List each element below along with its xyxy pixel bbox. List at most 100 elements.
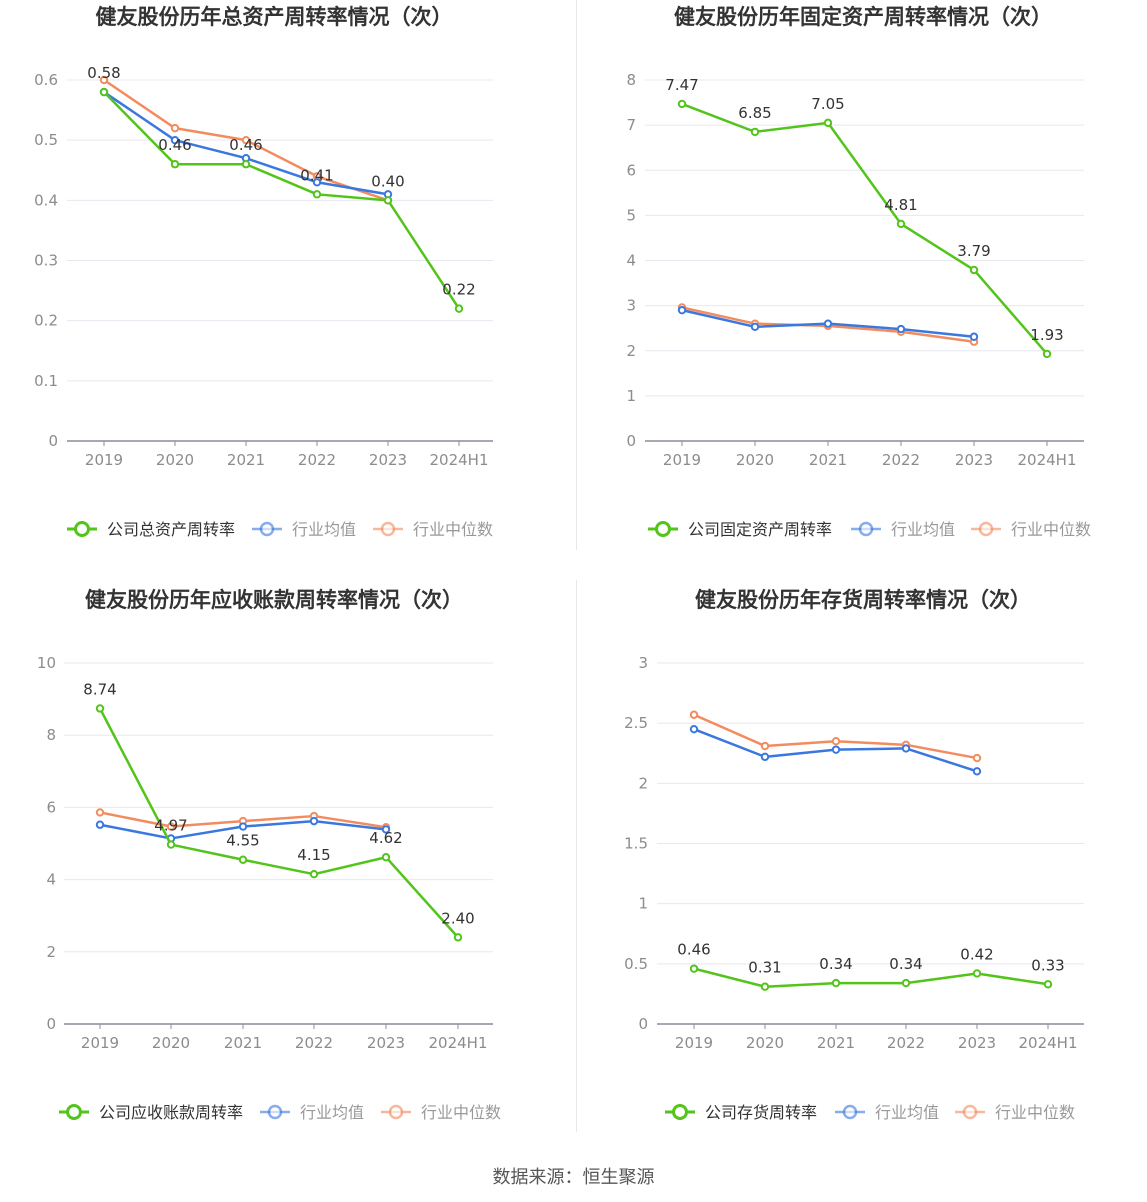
- data-point-avg: [901, 744, 911, 753]
- data-point-company: [677, 99, 687, 109]
- data-point-avg: [823, 319, 833, 328]
- data-point-median: [831, 737, 841, 746]
- x-tick-label: 2023: [369, 451, 407, 469]
- data-point-company: [95, 704, 105, 713]
- chart-panel-2: 健友股份历年固定资产周转率情况（次） 0 1 2 3 4 5 6 7 8 2019 2020 2021 2…: [626, 5, 1091, 539]
- data-point-company: [241, 160, 251, 169]
- data-point-median: [170, 123, 180, 133]
- legend-label-avg: 行业均值: [891, 520, 955, 539]
- data-label: 0.22: [442, 281, 475, 299]
- y-tick-label: 2: [46, 943, 56, 961]
- data-source: 数据来源：恒生聚源: [492, 1167, 655, 1188]
- x-tick-label: 2021: [224, 1034, 262, 1052]
- divider-top: [576, 0, 577, 550]
- data-label: 0.46: [229, 136, 262, 154]
- data-label: 2.40: [441, 909, 474, 927]
- y-tick-label: 6: [626, 161, 636, 179]
- legend-marker-company: [74, 521, 90, 537]
- data-label: 0.40: [371, 172, 404, 190]
- series-line-company: [693, 967, 1049, 988]
- data-point-avg: [972, 767, 982, 776]
- chart-panel-4: 健友股份历年存货周转率情况（次） 0 0.5 1 1.5 2 2.5 3 2019 2020 202…: [624, 588, 1084, 1122]
- data-label: 0.46: [158, 136, 191, 154]
- x-tick-label: 2021: [817, 1034, 855, 1052]
- legend-label-median: 行业中位数: [421, 1103, 501, 1122]
- data-point-company: [312, 190, 322, 199]
- x-tick-label: 2019: [81, 1034, 119, 1052]
- data-point-company: [1043, 980, 1053, 989]
- legend-label-company: 公司存货周转率: [705, 1103, 817, 1122]
- legend-label-company: 公司应收账款周转率: [99, 1103, 243, 1122]
- y-tick-label: 8: [46, 726, 56, 744]
- x-tick-label: 2020: [746, 1034, 784, 1052]
- chart-panel-1: 健友股份历年总资产周转率情况（次） 0 0.1 0.2 0.3 0.4 0.5 0.6 2019…: [34, 5, 493, 539]
- y-tick-label: 7: [626, 116, 636, 134]
- y-tick-label: 0.4: [34, 191, 58, 209]
- data-label: 4.55: [226, 832, 259, 850]
- legend-marker-company: [655, 521, 671, 537]
- data-point-avg: [170, 135, 180, 145]
- x-tick-label: 2023: [955, 451, 993, 469]
- legend-marker-company: [66, 1104, 82, 1120]
- legend-marker-company: [672, 1104, 688, 1120]
- data-point-company: [238, 855, 248, 864]
- x-tick-label: 2019: [85, 451, 123, 469]
- data-label: 0.34: [819, 955, 852, 973]
- legend-label-avg: 行业均值: [300, 1103, 364, 1122]
- data-label: 3.79: [957, 242, 990, 260]
- data-label: 6.85: [738, 104, 771, 122]
- y-tick-label: 4: [46, 871, 56, 889]
- y-tick-label: 0.5: [34, 131, 58, 149]
- data-point-company: [454, 304, 464, 313]
- data-point-median: [972, 753, 982, 763]
- x-tick-label: 2024H1: [1018, 451, 1077, 469]
- series-line-company: [681, 102, 1048, 355]
- data-point-company: [689, 964, 699, 973]
- x-tick-label: 2020: [152, 1034, 190, 1052]
- x-tick-label: 2019: [675, 1034, 713, 1052]
- x-tick-label: 2024H1: [429, 1034, 488, 1052]
- y-tick-label: 0: [48, 432, 58, 450]
- y-tick-label: 0.3: [34, 252, 58, 270]
- data-label: 4.97: [154, 817, 187, 835]
- data-label: 0.46: [677, 941, 710, 959]
- data-point-company: [823, 118, 833, 128]
- chart-panel-3: 健友股份历年应收账款周转率情况（次） 0 2 4 6 8 10 2019 2020 2021 202…: [37, 588, 501, 1122]
- x-tick-label: 2023: [958, 1034, 996, 1052]
- data-point-company: [896, 219, 906, 229]
- x-tick-label: 2021: [809, 451, 847, 469]
- data-label: 0.42: [960, 945, 993, 963]
- legend-marker-median: [978, 521, 994, 537]
- data-point-median: [95, 808, 105, 817]
- legend-label-avg: 行业均值: [875, 1103, 939, 1122]
- y-tick-label: 0.5: [624, 955, 648, 973]
- legend-marker-median: [380, 521, 396, 537]
- chart-title: 健友股份历年应收账款周转率情况（次）: [85, 588, 463, 612]
- x-tick-label: 2020: [156, 451, 194, 469]
- y-tick-label: 3: [638, 654, 648, 672]
- data-label: 8.74: [83, 680, 116, 698]
- data-point-avg: [677, 305, 687, 315]
- data-point-avg: [750, 322, 760, 332]
- y-tick-label: 5: [626, 206, 636, 224]
- y-tick-label: 1: [626, 387, 636, 405]
- data-point-company: [760, 982, 770, 991]
- data-point-avg: [312, 178, 322, 187]
- data-label: 7.47: [665, 76, 698, 94]
- legend-marker-median: [962, 1104, 978, 1120]
- data-label: 0.41: [300, 166, 333, 184]
- chart-title: 健友股份历年总资产周转率情况（次）: [96, 5, 453, 29]
- y-tick-label: 2.5: [624, 714, 648, 732]
- data-label: 4.15: [297, 846, 330, 864]
- x-tick-label: 2024H1: [430, 451, 489, 469]
- data-point-company: [1042, 349, 1052, 359]
- y-tick-label: 2: [626, 342, 636, 360]
- data-point-median: [689, 710, 699, 719]
- y-tick-label: 10: [37, 654, 56, 672]
- y-tick-label: 0: [46, 1015, 56, 1033]
- y-tick-label: 3: [626, 297, 636, 315]
- data-point-company: [972, 969, 982, 978]
- data-point-company: [750, 127, 760, 137]
- data-point-company: [99, 87, 109, 97]
- data-point-avg: [381, 825, 391, 834]
